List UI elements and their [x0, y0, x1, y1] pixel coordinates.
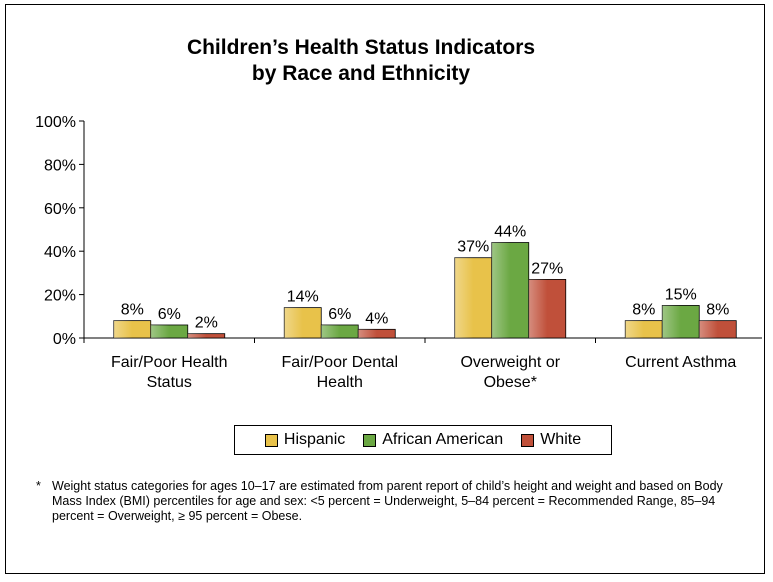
bar-highlight-hispanic	[625, 320, 663, 338]
footnote: * Weight status categories for ages 10–1…	[36, 479, 756, 524]
chart-title-line1: Children’s Health Status Indicators	[186, 36, 536, 59]
y-tick-label: 40%	[44, 244, 76, 261]
data-label-white: 8%	[706, 302, 729, 319]
x-category-label: Fair/Poor Health	[111, 354, 228, 371]
bar-highlight-african-american	[491, 242, 529, 338]
legend-item-african-american: African American	[363, 431, 503, 449]
x-category-label: Fair/Poor Dental	[282, 354, 399, 371]
bar-highlight-white	[187, 333, 225, 338]
footnote-text: Weight status categories for ages 10–17 …	[52, 479, 723, 523]
data-label-white: 4%	[365, 310, 388, 327]
legend-label-african-american: African American	[382, 431, 504, 448]
data-label-hispanic: 14%	[287, 289, 319, 306]
data-label-hispanic: 37%	[457, 239, 489, 256]
bar-highlight-hispanic	[113, 320, 151, 338]
bar-highlight-african-american	[321, 324, 359, 338]
x-category-label: Health	[317, 374, 363, 391]
x-category-label: Obese*	[484, 374, 537, 391]
data-label-african-american: 6%	[158, 306, 181, 323]
x-category-label: Overweight or	[460, 354, 560, 371]
legend-swatch-white	[521, 433, 535, 447]
y-tick-label: 80%	[44, 157, 76, 174]
data-label-white: 2%	[195, 315, 218, 332]
footnote-marker: *	[36, 479, 41, 493]
bar-highlight-african-american	[662, 305, 700, 338]
y-tick-label: 100%	[35, 114, 76, 131]
data-label-african-american: 15%	[665, 286, 697, 303]
y-tick-label: 0%	[53, 331, 76, 348]
x-category-label: Current Asthma	[625, 354, 736, 371]
bar-highlight-white	[528, 279, 566, 338]
bar-chart: 0% 20% 40% 60% 80% 100% 8% 6% 2% Fair/Poor Health…	[35, 114, 762, 391]
legend: Hispanic African American White	[234, 425, 612, 455]
legend-label-white: White	[540, 431, 582, 448]
data-label-african-american: 44%	[494, 224, 526, 241]
y-tick-label: 60%	[44, 201, 76, 218]
chart-title-line2: by Race and Ethnicity	[251, 62, 471, 85]
data-label-white: 27%	[531, 260, 563, 277]
y-tick-label: 20%	[44, 288, 76, 305]
x-category-label: Status	[147, 374, 192, 391]
chart-frame: Children’s Health Status Indicators by R…	[5, 4, 765, 574]
legend-swatch-african-american	[363, 433, 377, 447]
bar-highlight-hispanic	[284, 307, 322, 338]
bar-highlight-hispanic	[454, 257, 492, 338]
data-label-african-american: 6%	[328, 306, 351, 323]
legend-item-hispanic: Hispanic	[264, 431, 346, 449]
legend-label-hispanic: Hispanic	[283, 431, 346, 448]
bar-highlight-african-american	[150, 324, 188, 338]
data-label-hispanic: 8%	[121, 302, 144, 319]
bar-highlight-white	[358, 329, 396, 338]
legend-swatch-hispanic	[264, 433, 278, 447]
legend-item-white: White	[521, 431, 581, 449]
chart-title: Children’s Health Status Indicators by R…	[6, 35, 716, 87]
bar-highlight-white	[699, 320, 737, 338]
data-label-hispanic: 8%	[632, 302, 655, 319]
